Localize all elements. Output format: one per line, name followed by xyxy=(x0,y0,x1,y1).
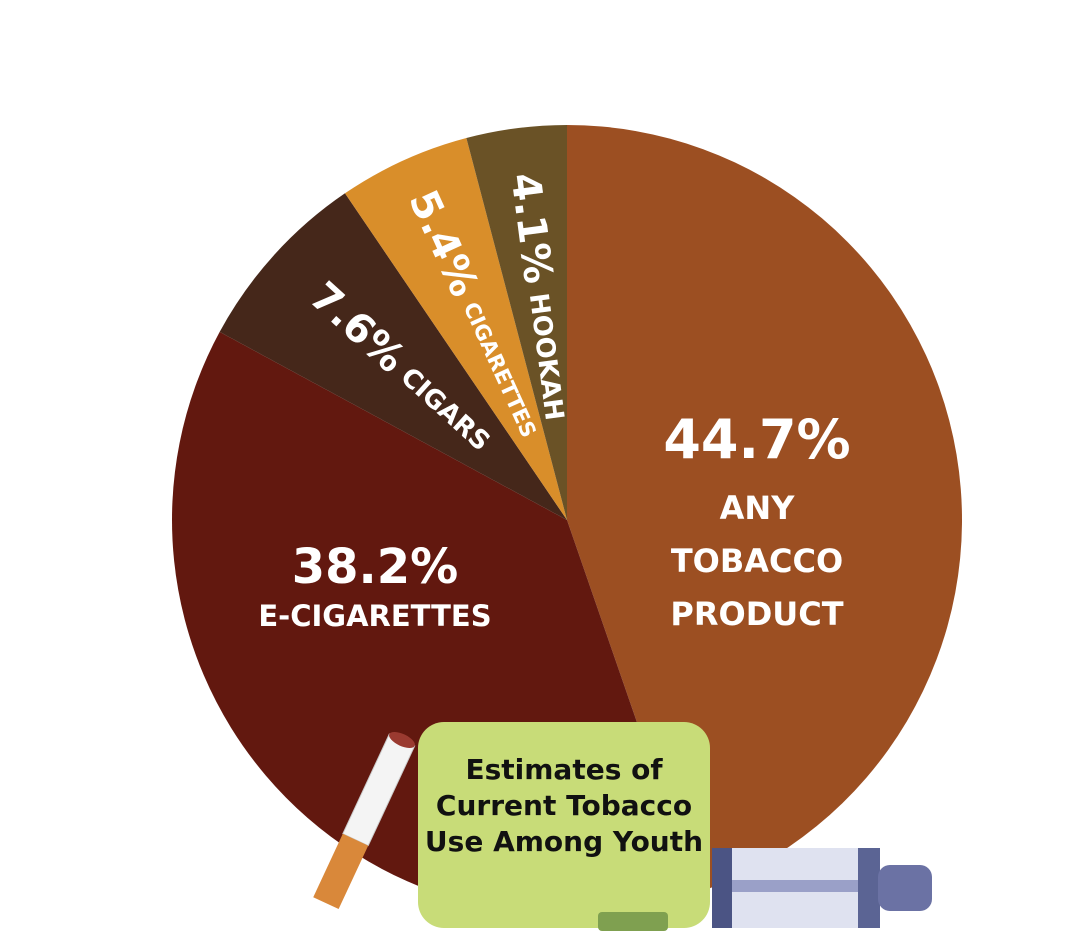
pie xyxy=(172,125,962,916)
cigarette-icon xyxy=(313,731,416,910)
category-label: ANY TOBACCO PRODUCT xyxy=(670,489,844,633)
chart-title: Estimates of Current Tobacco Use Among Y… xyxy=(424,753,704,858)
decoration xyxy=(313,722,932,931)
title-box xyxy=(418,722,710,928)
value-label: 44.7% xyxy=(663,408,851,471)
category-label: E-CIGARETTES xyxy=(258,599,492,633)
pie-slice xyxy=(344,138,567,520)
pie-slice xyxy=(466,125,567,520)
vape-icon xyxy=(712,848,932,928)
pie-slice xyxy=(219,193,568,521)
pie-slice xyxy=(567,125,962,894)
value-label: 38.2% xyxy=(291,539,459,595)
box-tab xyxy=(598,912,668,931)
